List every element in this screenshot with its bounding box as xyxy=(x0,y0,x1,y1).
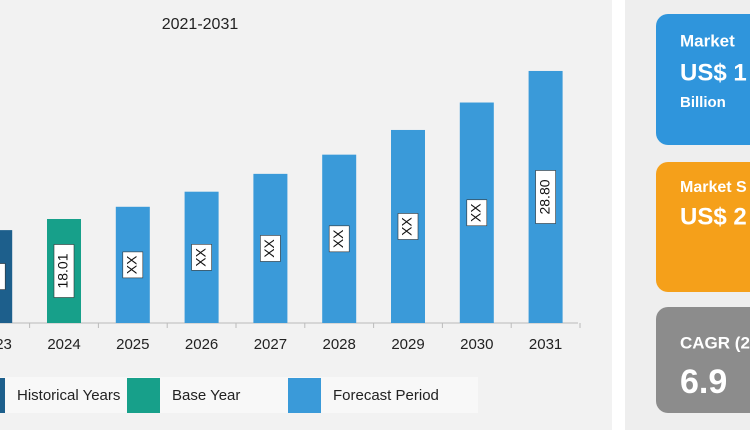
x-tick-label: 2025 xyxy=(116,336,149,353)
value-label: XX xyxy=(468,203,484,222)
value-label-box xyxy=(328,225,350,253)
x-tick-label: 2030 xyxy=(460,336,493,353)
value-label: XX xyxy=(330,229,346,248)
x-tick-label: 2027 xyxy=(254,336,287,353)
value-label: 18.01 xyxy=(55,253,71,288)
x-tick-label: 2023 xyxy=(0,336,12,353)
card-text: US$ 2 xyxy=(680,203,747,230)
chart-title: 2021-2031 xyxy=(162,16,239,33)
value-label-box xyxy=(191,244,212,271)
value-label-box xyxy=(0,263,6,290)
bar xyxy=(0,230,13,323)
legend-band xyxy=(0,377,478,413)
x-tick-label: 2029 xyxy=(391,336,424,353)
value-label-box xyxy=(397,213,419,240)
value-label-box xyxy=(53,244,75,298)
value-label-box xyxy=(260,235,281,262)
card-text: 6.9 xyxy=(680,363,727,401)
x-tick-label: 2031 xyxy=(529,336,562,353)
value-label-box xyxy=(466,199,488,227)
x-tick-label: 2024 xyxy=(47,336,80,353)
legend-label: Base Year xyxy=(172,387,240,404)
legend-swatch xyxy=(0,378,5,413)
value-label: XX xyxy=(399,216,415,235)
value-label-box xyxy=(535,170,556,224)
x-tick-label: 2028 xyxy=(323,336,356,353)
card-text: CAGR (2 xyxy=(680,333,750,352)
card-text: US$ 1 xyxy=(680,59,747,86)
card-text: Market xyxy=(680,31,735,50)
value-label: XX xyxy=(192,247,208,266)
legend-label: Historical Years xyxy=(17,387,120,404)
chart-panel xyxy=(0,0,612,430)
legend-swatch xyxy=(288,378,321,413)
legend-swatch xyxy=(127,378,160,413)
legend-label: Forecast Period xyxy=(333,387,439,404)
value-label: XX xyxy=(0,267,2,286)
value-label: XX xyxy=(124,255,140,274)
card-text: Billion xyxy=(680,94,726,111)
info-card xyxy=(656,307,750,413)
x-tick-label: 2026 xyxy=(185,336,218,353)
value-label: 28.80 xyxy=(536,179,552,214)
info-card xyxy=(656,14,750,145)
value-label-box xyxy=(122,251,144,279)
info-card xyxy=(656,162,750,292)
card-text: Market S xyxy=(680,179,747,196)
value-label: XX xyxy=(261,238,277,257)
